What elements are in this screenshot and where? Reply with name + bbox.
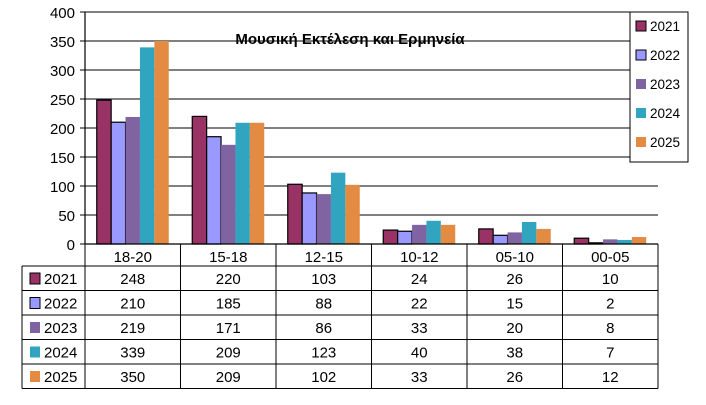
- y-tick-label: 250: [50, 92, 75, 109]
- bar-2022-15-18: [206, 136, 222, 245]
- y-tick-label: 150: [50, 150, 75, 167]
- legend-swatch-2024: [636, 108, 646, 118]
- bar-2023-00-05: [603, 239, 618, 244]
- data-label: 26: [506, 271, 523, 288]
- bar-2025-10-12: [440, 224, 456, 244]
- bar-2024-00-05: [617, 239, 632, 244]
- table-series-name: 2022: [44, 296, 77, 313]
- bar-2025-05-10: [536, 228, 551, 244]
- bar-2021-10-12: [382, 229, 399, 245]
- legend-entry: 2025: [650, 135, 680, 150]
- legend: 2021 2022 2023 2024 2025: [629, 11, 689, 163]
- data-label: 8: [606, 320, 614, 337]
- data-label: 339: [120, 345, 145, 362]
- legend-swatch-2025: [636, 137, 646, 147]
- data-label: 210: [120, 296, 145, 313]
- data-label: 86: [315, 320, 332, 337]
- bar-2024-18-20: [139, 47, 155, 244]
- x-tick-label: 15-18: [209, 249, 247, 266]
- data-label: 15: [506, 296, 523, 313]
- table-series-name: 2021: [44, 271, 77, 288]
- legend-entry: 2023: [650, 77, 680, 92]
- bar-2023-05-10: [507, 232, 522, 244]
- table-legend-key-2024: [30, 346, 40, 358]
- bar-2021-15-18: [191, 115, 208, 245]
- bar-2025-00-05: [631, 237, 647, 244]
- table-series-name: 2024: [44, 345, 77, 362]
- y-tick-label: 100: [50, 179, 75, 196]
- bar-2023-15-18: [221, 144, 236, 244]
- legend-entry: 2021: [650, 19, 680, 34]
- bar-2025-12-15: [345, 184, 360, 244]
- data-label: 209: [216, 369, 241, 386]
- data-label: 219: [120, 320, 145, 337]
- y-tick-label: 350: [50, 34, 75, 51]
- bar-2021-05-10: [478, 228, 494, 245]
- data-label: 123: [311, 345, 336, 362]
- bar-2022-10-12: [397, 230, 413, 245]
- table-legend-key-2021: [29, 272, 41, 285]
- bar-2024-12-15: [330, 172, 346, 244]
- bar-2025-18-20: [154, 41, 169, 244]
- table-series-name: 2023: [44, 320, 77, 337]
- data-label: 102: [311, 369, 336, 386]
- bar-2021-18-20: [96, 99, 112, 245]
- bar-2022-18-20: [110, 121, 127, 245]
- bar-2022-05-10: [492, 234, 509, 245]
- legend-swatch-2021: [635, 20, 647, 32]
- data-label: 12: [602, 369, 619, 386]
- y-tick-label: 0: [67, 237, 75, 254]
- data-label: 38: [506, 345, 523, 362]
- chart-title: Μουσική Εκτέλεση και Ερμηνεία: [235, 31, 465, 48]
- data-label: 26: [506, 369, 523, 386]
- legend-swatch-2023: [636, 79, 646, 89]
- x-tick-label: 12-15: [305, 249, 343, 266]
- data-label: 209: [216, 345, 241, 362]
- data-label: 171: [216, 320, 241, 337]
- data-label: 33: [411, 320, 428, 337]
- data-label: 40: [411, 345, 428, 362]
- data-label: 20: [506, 320, 523, 337]
- legend-swatch-2022: [635, 49, 647, 61]
- data-label: 350: [120, 369, 145, 386]
- table-legend-key-2022: [29, 297, 41, 309]
- x-tick-label: 05-10: [496, 249, 534, 266]
- bar-2021-12-15: [287, 183, 303, 245]
- data-label: 103: [311, 271, 336, 288]
- x-tick-label: 18-20: [114, 249, 152, 266]
- y-tick-label: 400: [50, 5, 75, 22]
- legend-entry: 2024: [650, 106, 681, 121]
- x-tick-label: 00-05: [591, 249, 629, 266]
- bar-2023-10-12: [412, 224, 427, 244]
- bar-2024-10-12: [426, 220, 441, 244]
- data-label: 33: [411, 369, 428, 386]
- data-label: 185: [216, 296, 241, 313]
- x-tick-label: 10-12: [400, 249, 438, 266]
- data-label: 24: [411, 271, 428, 288]
- data-label: 7: [606, 345, 614, 362]
- table-series-name: 2025: [44, 369, 77, 386]
- bar-2022-12-15: [301, 192, 318, 245]
- y-tick-label: 300: [50, 63, 75, 80]
- data-label: 88: [315, 296, 332, 313]
- data-label: 10: [602, 271, 619, 288]
- bar-2023-18-20: [125, 116, 140, 244]
- bar-2021-00-05: [573, 237, 590, 245]
- bar-2024-15-18: [235, 122, 250, 244]
- bar-2025-15-18: [249, 122, 265, 244]
- data-label: 2: [606, 296, 614, 313]
- table-legend-key-2025: [30, 371, 40, 382]
- bar-2023-12-15: [316, 194, 331, 244]
- y-tick-label: 50: [58, 208, 75, 225]
- bar-2024-05-10: [521, 221, 537, 244]
- data-label: 22: [411, 296, 428, 313]
- table-legend-key-2023: [30, 322, 40, 333]
- data-label: 248: [120, 271, 145, 288]
- y-tick-label: 200: [50, 121, 75, 138]
- data-label: 220: [216, 271, 241, 288]
- legend-entry: 2022: [650, 48, 680, 63]
